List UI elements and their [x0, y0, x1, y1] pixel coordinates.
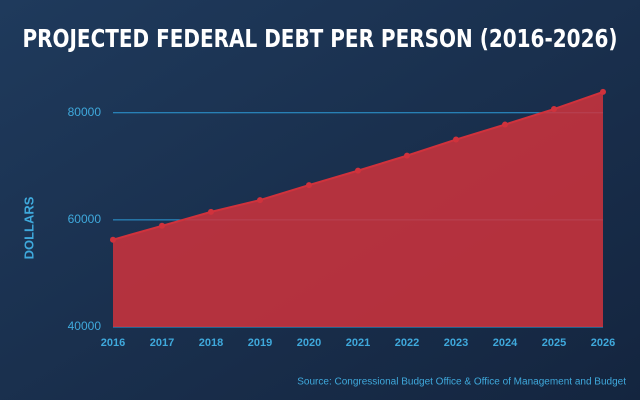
y-tick-label: 60000 [68, 212, 102, 226]
point [600, 88, 606, 95]
y-axis-label: DOLLARS [21, 196, 36, 259]
x-tick-label: 2018 [199, 337, 223, 349]
y-tick-label: 80000 [68, 105, 102, 119]
y-tick-label: 40000 [68, 319, 102, 333]
area [113, 91, 603, 327]
point [453, 136, 459, 143]
point [404, 152, 410, 159]
chart-title: PROJECTED FEDERAL DEBT PER PERSON (2016-… [22, 25, 617, 54]
point [306, 182, 312, 189]
x-tick-label: 2023 [444, 337, 468, 349]
point [257, 197, 263, 204]
point [110, 236, 116, 243]
source-note: Source: Congressional Budget Office & Of… [297, 377, 626, 388]
x-tick-label: 2019 [248, 337, 272, 349]
point [159, 222, 165, 229]
x-tick-label: 2022 [395, 337, 419, 349]
point [355, 167, 361, 174]
x-tick-label: 2026 [591, 337, 615, 349]
x-tick-label: 2021 [346, 337, 370, 349]
point [502, 121, 508, 128]
x-tick-label: 2024 [493, 337, 518, 349]
x-tick-label: 2020 [297, 337, 321, 349]
x-tick-label: 2025 [542, 337, 566, 349]
point [551, 106, 557, 113]
x-tick-label: 2017 [150, 337, 174, 349]
x-tick-label: 2016 [101, 337, 125, 349]
point [208, 208, 214, 215]
